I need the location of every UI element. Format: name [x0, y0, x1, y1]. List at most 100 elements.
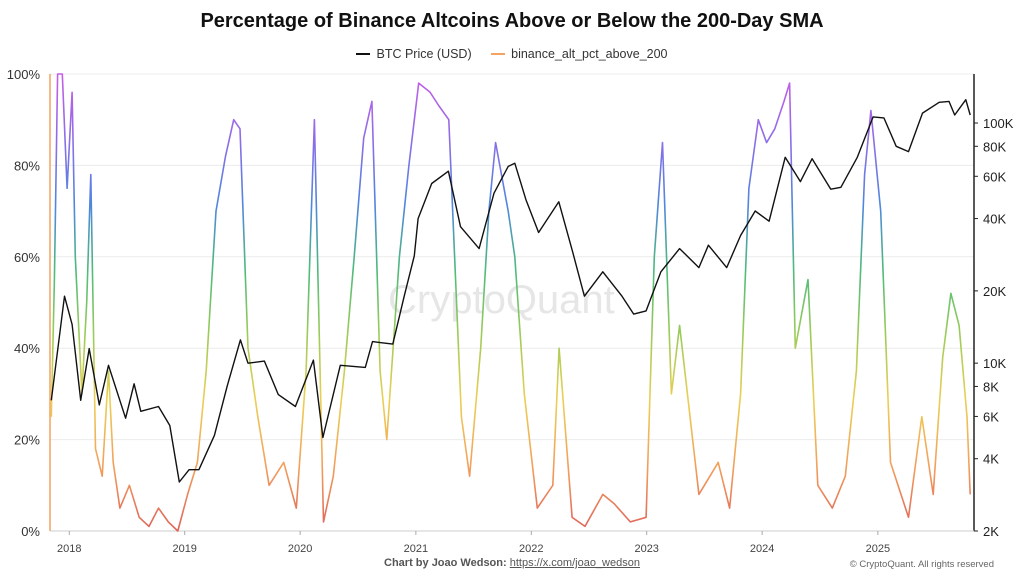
data-point-alt-pct [958, 324, 960, 326]
data-point-btc-price [403, 295, 405, 297]
data-point-alt-pct [90, 174, 92, 176]
data-point-alt-pct [50, 416, 52, 418]
data-point-alt-pct [523, 393, 525, 395]
data-point-alt-pct [371, 101, 373, 103]
data-point-btc-price [214, 435, 216, 437]
data-point-alt-pct [71, 91, 73, 93]
data-point-btc-price [313, 359, 315, 361]
data-point-alt-pct [864, 174, 866, 176]
data-point-btc-price [71, 324, 73, 326]
data-point-alt-pct [774, 128, 776, 130]
data-point-alt-pct [418, 82, 420, 84]
data-point-alt-pct [740, 393, 742, 395]
data-point-alt-pct [138, 516, 140, 518]
data-point-alt-pct [313, 119, 315, 121]
y-right-tick-label: 8K [983, 379, 999, 394]
data-point-btc-price [602, 271, 604, 273]
data-point-alt-pct [399, 256, 401, 258]
data-point-alt-pct [257, 416, 259, 418]
data-point-btc-price [768, 220, 770, 222]
data-point-alt-pct [247, 347, 249, 349]
data-point-alt-pct [831, 507, 833, 509]
data-point-btc-price [417, 218, 419, 220]
x-tick-label: 2022 [519, 543, 543, 555]
data-point-btc-price [954, 114, 956, 116]
data-point-alt-pct [645, 516, 647, 518]
data-point-btc-price [740, 235, 742, 237]
data-point-btc-price [938, 101, 940, 103]
data-point-alt-pct [187, 494, 189, 496]
data-point-btc-price [572, 251, 574, 253]
credit-link[interactable]: https://x.com/joao_wedson [509, 557, 640, 569]
data-point-alt-pct [717, 462, 719, 464]
data-point-btc-price [872, 116, 874, 118]
data-point-alt-pct [870, 110, 872, 112]
legend-swatch-alt [491, 53, 506, 55]
data-point-alt-pct [807, 279, 809, 281]
legend-item-alt-pct[interactable]: binance_alt_pct_above_200 [491, 47, 668, 61]
data-point-alt-pct [344, 370, 346, 372]
data-point-alt-pct [66, 187, 68, 189]
series-line-btc-price [50, 99, 971, 483]
data-point-alt-pct [119, 507, 121, 509]
data-point-alt-pct [353, 256, 355, 258]
data-point-btc-price [538, 232, 540, 234]
data-point-btc-price [364, 367, 366, 369]
data-point-alt-pct [386, 439, 388, 441]
data-point-btc-price [507, 165, 509, 167]
data-point-alt-pct [268, 484, 270, 486]
data-point-btc-price [948, 101, 950, 103]
x-tick-label: 2018 [57, 543, 81, 555]
y-left-tick-label: 40% [14, 341, 40, 356]
data-point-btc-price [584, 295, 586, 297]
y-right-tick-label: 20K [983, 284, 1006, 299]
data-point-btc-price [922, 112, 924, 114]
data-point-btc-price [679, 248, 681, 250]
data-point-btc-price [754, 210, 756, 212]
data-point-btc-price [169, 425, 171, 427]
data-point-alt-pct [469, 475, 471, 477]
y-left-tick-label: 20% [14, 433, 40, 448]
data-point-alt-pct [167, 521, 169, 523]
data-point-alt-pct [969, 494, 971, 496]
legend-item-btc-price[interactable]: BTC Price (USD) [356, 47, 472, 61]
x-tick-label: 2024 [750, 543, 774, 555]
data-point-alt-pct [332, 475, 334, 477]
data-point-alt-pct [629, 521, 631, 523]
data-point-alt-pct [95, 448, 97, 450]
data-point-alt-pct [148, 526, 150, 528]
data-point-alt-pct [670, 393, 672, 395]
data-point-btc-price [372, 341, 374, 343]
data-point-alt-pct [480, 347, 482, 349]
data-point-alt-pct [794, 347, 796, 349]
data-point-btc-price [811, 158, 813, 160]
data-point-alt-pct [748, 187, 750, 189]
data-point-alt-pct [101, 475, 103, 477]
data-point-alt-pct [766, 142, 768, 144]
data-point-btc-price [830, 188, 832, 190]
data-point-btc-price [645, 310, 647, 312]
data-point-btc-price [392, 343, 394, 345]
data-point-btc-price [856, 156, 858, 158]
y-right-tick-label: 4K [983, 452, 999, 467]
data-point-alt-pct [757, 119, 759, 121]
data-point-alt-pct [698, 494, 700, 496]
data-point-alt-pct [783, 101, 785, 103]
data-point-btc-price [226, 386, 228, 388]
data-point-alt-pct [86, 302, 88, 304]
series-line-alt-pct [50, 73, 971, 532]
data-point-btc-price [633, 313, 635, 315]
data-point-alt-pct [438, 105, 440, 107]
copyright-text: © CryptoQuant. All rights reserved [849, 559, 994, 570]
data-point-btc-price [660, 271, 662, 273]
y-right-tick-label: 6K [983, 409, 999, 424]
data-point-alt-pct [233, 119, 235, 121]
y-left-tick-label: 100% [7, 67, 41, 82]
data-point-alt-pct [536, 507, 538, 509]
data-point-alt-pct [177, 530, 179, 532]
data-point-btc-price [969, 114, 971, 116]
data-point-alt-pct [225, 155, 227, 157]
data-point-btc-price [188, 469, 190, 471]
x-tick-label: 2019 [172, 543, 196, 555]
data-point-btc-price [64, 295, 66, 297]
